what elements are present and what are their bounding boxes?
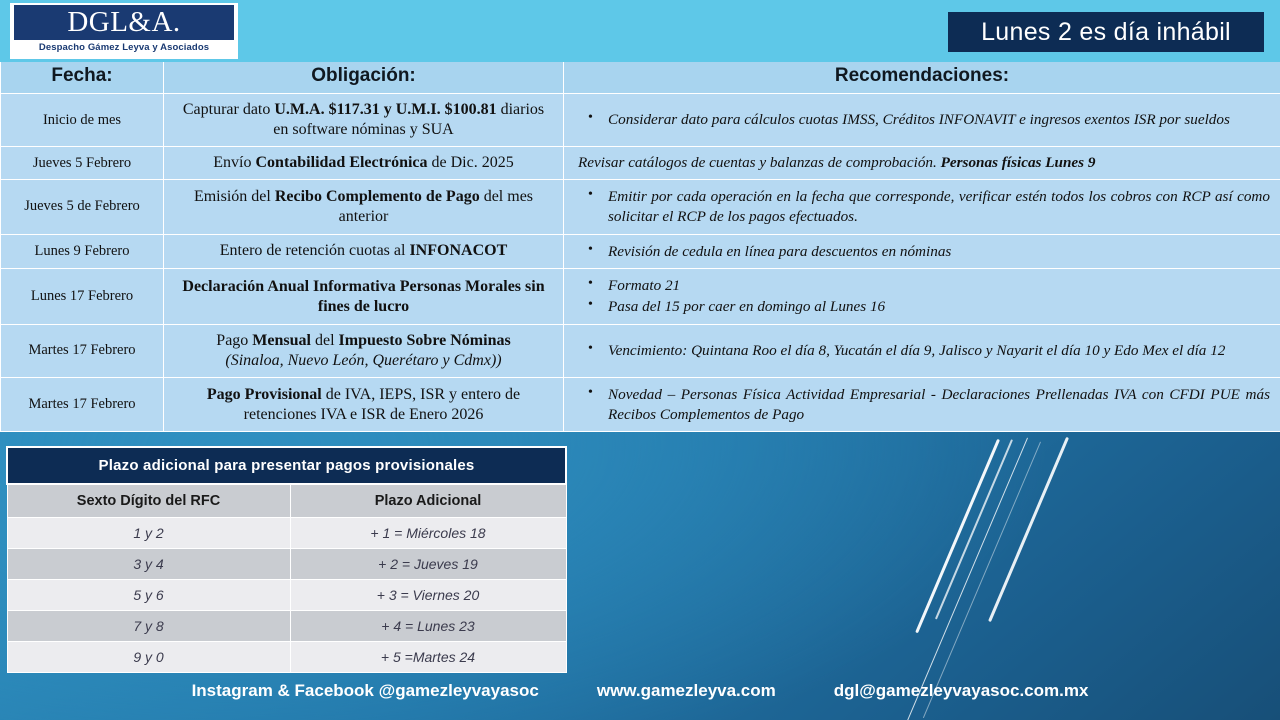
footer-email[interactable]: dgl@gamezleyvayasoc.com.mx bbox=[833, 681, 1089, 700]
recommendation-list: Emitir por cada operación en la fecha qu… bbox=[578, 186, 1270, 227]
recommendation-item: Considerar dato para cálculos cuotas IMS… bbox=[578, 109, 1270, 130]
cell-obligacion: Pago Mensual del Impuesto Sobre Nóminas(… bbox=[163, 323, 564, 378]
plazo-cell-rfc: 9 y 0 bbox=[6, 641, 291, 673]
cell-fecha: Lunes 9 Febrero bbox=[0, 233, 164, 270]
footer-contact-bar: Instagram & Facebook @gamezleyvayasoc ww… bbox=[0, 662, 1280, 720]
logo-mark-text: DGL&A. bbox=[67, 6, 181, 38]
cell-recomendaciones: Revisar catálogos de cuentas y balanzas … bbox=[563, 146, 1280, 180]
cell-fecha: Inicio de mes bbox=[0, 93, 164, 147]
footer-website[interactable]: www.gamezleyva.com bbox=[596, 681, 776, 700]
cell-recomendaciones: Formato 21Pasa del 15 por caer en doming… bbox=[563, 268, 1280, 325]
column-header-fecha: Fecha: bbox=[0, 62, 164, 94]
plazo-header-row: Sexto Dígito del RFC Plazo Adicional bbox=[6, 483, 567, 518]
cell-obligacion: Pago Provisional de IVA, IEPS, ISR y ent… bbox=[163, 376, 564, 433]
cell-fecha: Martes 17 Febrero bbox=[0, 323, 164, 378]
recommendation-list: Vencimiento: Quintana Roo el día 8, Yuca… bbox=[578, 340, 1270, 361]
plazo-cell-plazo: + 1 = Miércoles 18 bbox=[289, 517, 567, 549]
table-row: Martes 17 Febrero Pago Mensual del Impues… bbox=[0, 323, 1280, 378]
table-row: Martes 17 Febrero Pago Provisional de IVA… bbox=[0, 376, 1280, 433]
cell-fecha: Martes 17 Febrero bbox=[0, 376, 164, 433]
plazo-cell-rfc: 5 y 6 bbox=[6, 579, 291, 611]
plazo-cell-plazo: + 5 =Martes 24 bbox=[289, 641, 567, 673]
table-row: Jueves 5 de Febrero Emisión del Recibo Co… bbox=[0, 179, 1280, 235]
plazo-adicional-table: Plazo adicional para presentar pagos pro… bbox=[6, 446, 567, 673]
plazo-title: Plazo adicional para presentar pagos pro… bbox=[6, 446, 567, 485]
plazo-cell-rfc: 7 y 8 bbox=[6, 610, 291, 642]
cell-fecha: Jueves 5 de Febrero bbox=[0, 179, 164, 235]
plazo-title-row: Plazo adicional para presentar pagos pro… bbox=[6, 446, 567, 485]
column-header-obligacion: Obligación: bbox=[163, 62, 564, 94]
table-row: Jueves 5 Febrero Envío Contabilidad Elect… bbox=[0, 146, 1280, 180]
plazo-cell-plazo: + 2 = Jueves 19 bbox=[289, 548, 567, 580]
logo-mark-box: DGL&A. bbox=[14, 5, 234, 40]
footer-social: Instagram & Facebook @gamezleyvayasoc bbox=[191, 681, 539, 700]
cell-recomendaciones: Considerar dato para cálculos cuotas IMS… bbox=[563, 93, 1280, 147]
table-row: Inicio de mes Capturar dato U.M.A. $117.3… bbox=[0, 93, 1280, 147]
recommendation-item: Emitir por cada operación en la fecha qu… bbox=[578, 186, 1270, 227]
plazo-row: 3 y 4 + 2 = Jueves 19 bbox=[6, 548, 567, 580]
table-row: Lunes 9 Febrero Entero de retención cuota… bbox=[0, 233, 1280, 270]
recommendation-item: Pasa del 15 por caer en domingo al Lunes… bbox=[578, 296, 1270, 317]
cell-recomendaciones: Emitir por cada operación en la fecha qu… bbox=[563, 179, 1280, 235]
decorative-line bbox=[934, 439, 1013, 620]
cell-obligacion: Envío Contabilidad Electrónica de Dic. 2… bbox=[163, 146, 564, 180]
cell-obligacion: Capturar dato U.M.A. $117.31 y U.M.I. $1… bbox=[163, 93, 564, 147]
cell-fecha: Lunes 17 Febrero bbox=[0, 268, 164, 325]
recommendation-item: Revisión de cedula en línea para descuen… bbox=[578, 241, 1270, 262]
recommendation-item: Formato 21 bbox=[578, 275, 1270, 296]
plazo-row: 1 y 2 + 1 = Miércoles 18 bbox=[6, 517, 567, 549]
cell-recomendaciones: Vencimiento: Quintana Roo el día 8, Yuca… bbox=[563, 323, 1280, 378]
plazo-cell-plazo: + 4 = Lunes 23 bbox=[289, 610, 567, 642]
recommendation-list: Revisión de cedula en línea para descuen… bbox=[578, 241, 1270, 262]
plazo-row: 5 y 6 + 3 = Viernes 20 bbox=[6, 579, 567, 611]
plazo-column-header-plazo: Plazo Adicional bbox=[289, 483, 567, 518]
decorative-line bbox=[988, 436, 1069, 623]
plazo-cell-plazo: + 3 = Viernes 20 bbox=[289, 579, 567, 611]
recommendation-item: Vencimiento: Quintana Roo el día 8, Yuca… bbox=[578, 340, 1270, 361]
plazo-cell-rfc: 3 y 4 bbox=[6, 548, 291, 580]
plazo-cell-rfc: 1 y 2 bbox=[6, 517, 291, 549]
cell-recomendaciones: Novedad – Personas Física Actividad Empr… bbox=[563, 376, 1280, 433]
recommendation-list: Considerar dato para cálculos cuotas IMS… bbox=[578, 109, 1270, 130]
plazo-column-header-rfc: Sexto Dígito del RFC bbox=[6, 483, 291, 518]
cell-obligacion: Declaración Anual Informativa Personas M… bbox=[163, 268, 564, 325]
cell-obligacion: Entero de retención cuotas al INFONACOT bbox=[163, 233, 564, 270]
recommendation-text: Revisar catálogos de cuentas y balanzas … bbox=[578, 154, 1096, 172]
table-row: Lunes 17 Febrero Declaración Anual Inform… bbox=[0, 268, 1280, 325]
agenda-header-row: Fecha: Obligación: Recomendaciones: bbox=[0, 62, 1280, 94]
holiday-note-badge: Lunes 2 es día inhábil bbox=[948, 12, 1264, 52]
agenda-table: Fecha: Obligación: Recomendaciones: Inic… bbox=[0, 62, 1280, 433]
recommendation-item: Novedad – Personas Física Actividad Empr… bbox=[578, 384, 1270, 425]
logo-subtitle: Despacho Gámez Leyva y Asociados bbox=[38, 42, 210, 53]
column-header-recomendaciones: Recomendaciones: bbox=[563, 62, 1280, 94]
cell-obligacion: Emisión del Recibo Complemento de Pago d… bbox=[163, 179, 564, 235]
company-logo: DGL&A. Despacho Gámez Leyva y Asociados bbox=[10, 3, 238, 59]
recommendation-list: Formato 21Pasa del 15 por caer en doming… bbox=[578, 275, 1270, 317]
cell-recomendaciones: Revisión de cedula en línea para descuen… bbox=[563, 233, 1280, 270]
decorative-line bbox=[915, 438, 1000, 634]
plazo-row: 7 y 8 + 4 = Lunes 23 bbox=[6, 610, 567, 642]
plazo-row: 9 y 0 + 5 =Martes 24 bbox=[6, 641, 567, 673]
recommendation-list: Novedad – Personas Física Actividad Empr… bbox=[578, 384, 1270, 425]
cell-fecha: Jueves 5 Febrero bbox=[0, 146, 164, 180]
